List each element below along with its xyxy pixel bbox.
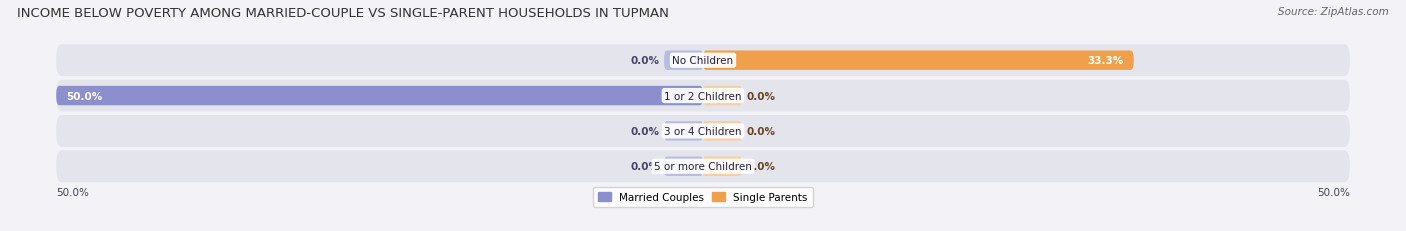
Text: INCOME BELOW POVERTY AMONG MARRIED-COUPLE VS SINGLE-PARENT HOUSEHOLDS IN TUPMAN: INCOME BELOW POVERTY AMONG MARRIED-COUPL… [17, 7, 669, 20]
FancyBboxPatch shape [664, 122, 703, 141]
Text: 0.0%: 0.0% [630, 161, 659, 172]
Text: 0.0%: 0.0% [630, 56, 659, 66]
Text: 33.3%: 33.3% [1087, 56, 1123, 66]
FancyBboxPatch shape [664, 157, 703, 176]
Text: 0.0%: 0.0% [747, 161, 776, 172]
FancyBboxPatch shape [703, 86, 742, 106]
Text: 3 or 4 Children: 3 or 4 Children [664, 126, 742, 136]
Text: 0.0%: 0.0% [630, 126, 659, 136]
Text: No Children: No Children [672, 56, 734, 66]
Text: 1 or 2 Children: 1 or 2 Children [664, 91, 742, 101]
Text: Source: ZipAtlas.com: Source: ZipAtlas.com [1278, 7, 1389, 17]
FancyBboxPatch shape [703, 157, 742, 176]
Legend: Married Couples, Single Parents: Married Couples, Single Parents [593, 187, 813, 207]
FancyBboxPatch shape [664, 51, 703, 71]
FancyBboxPatch shape [56, 80, 1350, 112]
Text: 5 or more Children: 5 or more Children [654, 161, 752, 172]
Text: 50.0%: 50.0% [56, 187, 89, 197]
FancyBboxPatch shape [703, 51, 1133, 71]
Text: 0.0%: 0.0% [747, 91, 776, 101]
Text: 0.0%: 0.0% [747, 126, 776, 136]
FancyBboxPatch shape [56, 86, 703, 106]
Text: 50.0%: 50.0% [66, 91, 103, 101]
FancyBboxPatch shape [56, 45, 1350, 77]
Text: 50.0%: 50.0% [1317, 187, 1350, 197]
FancyBboxPatch shape [703, 122, 742, 141]
FancyBboxPatch shape [56, 151, 1350, 182]
FancyBboxPatch shape [56, 116, 1350, 147]
